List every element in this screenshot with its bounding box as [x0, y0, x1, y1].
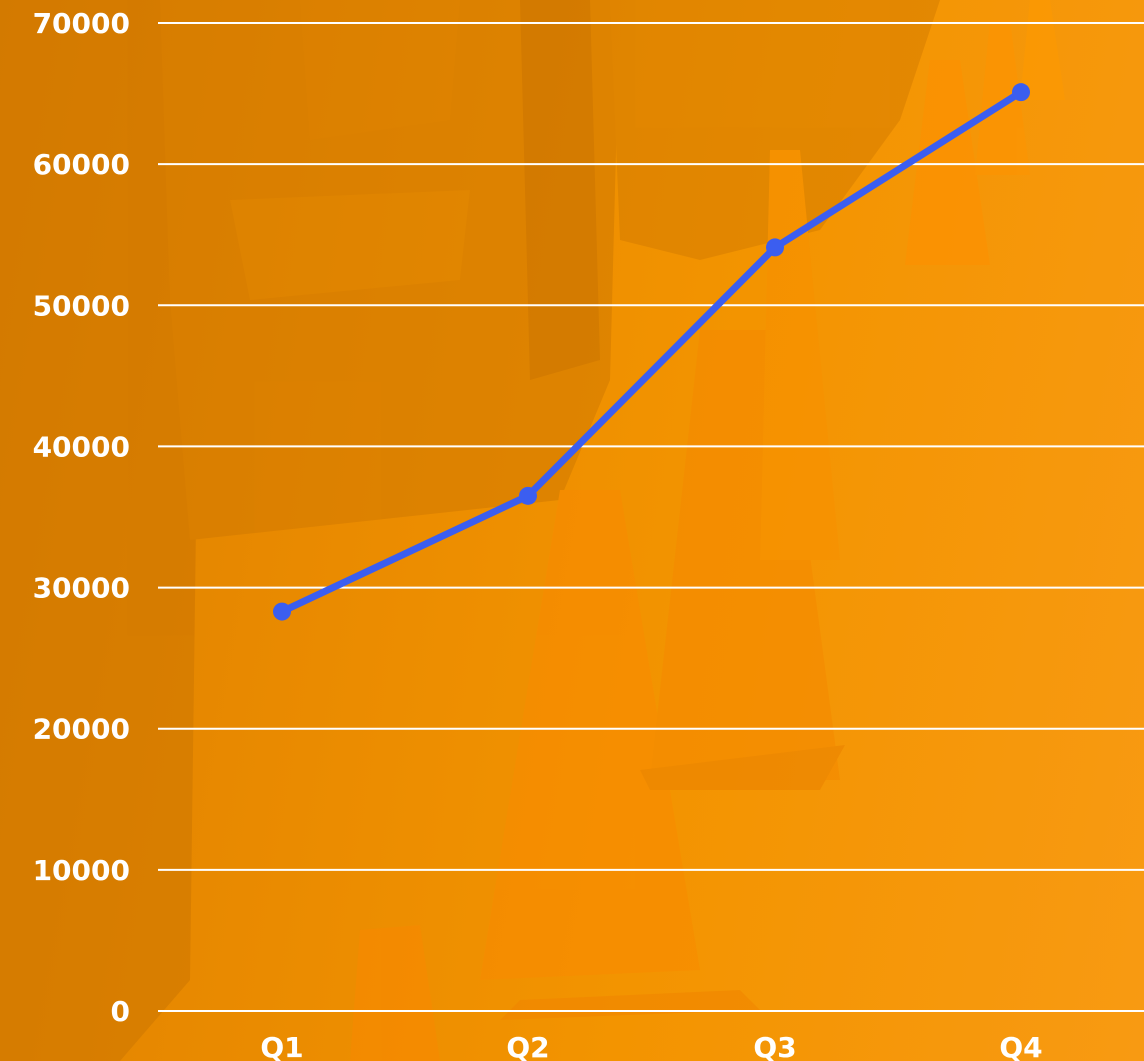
y-tick-label: 40000	[33, 430, 130, 463]
x-tick-label: Q1	[260, 1031, 303, 1061]
data-point	[273, 603, 291, 621]
y-tick-label: 70000	[33, 7, 130, 40]
x-tick-label: Q3	[753, 1031, 796, 1061]
data-point	[1012, 83, 1030, 101]
y-tick-label: 20000	[33, 713, 130, 746]
series-line	[282, 92, 1021, 611]
x-axis-tick-labels: Q1 Q2 Q3 Q4	[260, 1031, 1042, 1061]
y-axis-tick-labels: 0 10000 20000 30000 40000 50000 60000 70000	[33, 7, 130, 1028]
y-tick-label: 0	[111, 995, 130, 1028]
data-point	[766, 238, 784, 256]
y-tick-label: 60000	[33, 148, 130, 181]
x-tick-label: Q2	[506, 1031, 549, 1061]
gridlines	[158, 23, 1144, 1011]
y-tick-label: 30000	[33, 572, 130, 605]
x-tick-label: Q4	[999, 1031, 1042, 1061]
y-tick-label: 50000	[33, 289, 130, 322]
y-tick-label: 10000	[33, 854, 130, 887]
data-point	[519, 487, 537, 505]
